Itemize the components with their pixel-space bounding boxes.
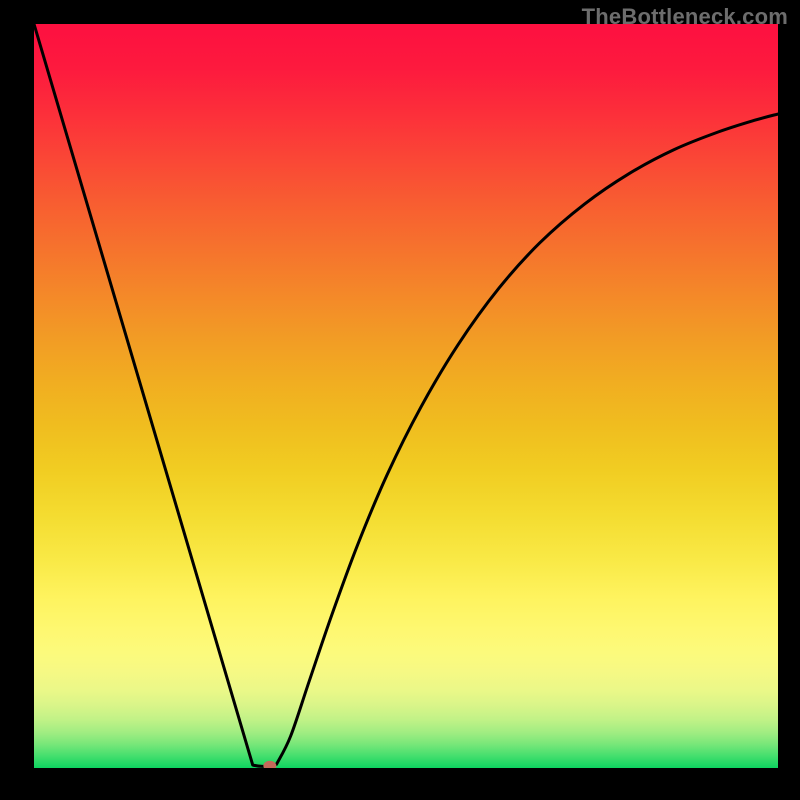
- chart-background: [34, 24, 778, 768]
- bottleneck-chart: [34, 24, 778, 768]
- chart-container: { "watermark": { "text": "TheBottleneck.…: [0, 0, 800, 800]
